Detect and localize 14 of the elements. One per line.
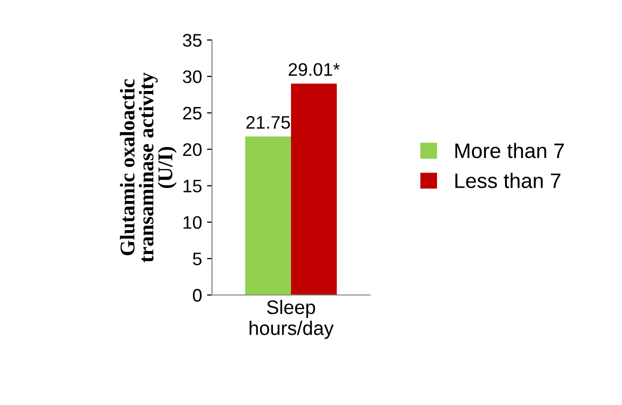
y-tick-label: 30 bbox=[182, 70, 202, 84]
y-tick-label: 20 bbox=[183, 143, 202, 156]
legend-label: More than 7 bbox=[455, 142, 564, 158]
x-tick-label: Sleep hours/day bbox=[250, 300, 334, 339]
y-tick-label: 25 bbox=[183, 106, 202, 120]
y-tick-label: 10 bbox=[184, 216, 202, 229]
y-tick-label: 15 bbox=[184, 180, 202, 192]
legend-label: Less than 7 bbox=[455, 172, 560, 188]
y-axis-title: Glutamic oxaloactic transaminase activity (U/I) bbox=[120, 72, 177, 262]
y-tick-label: 5 bbox=[192, 252, 202, 266]
data-label: 29.01* bbox=[288, 63, 340, 76]
y-tick-label: 0 bbox=[192, 288, 202, 302]
y-tick-label: 35 bbox=[182, 34, 202, 47]
data-label: 21.75 bbox=[246, 116, 290, 129]
